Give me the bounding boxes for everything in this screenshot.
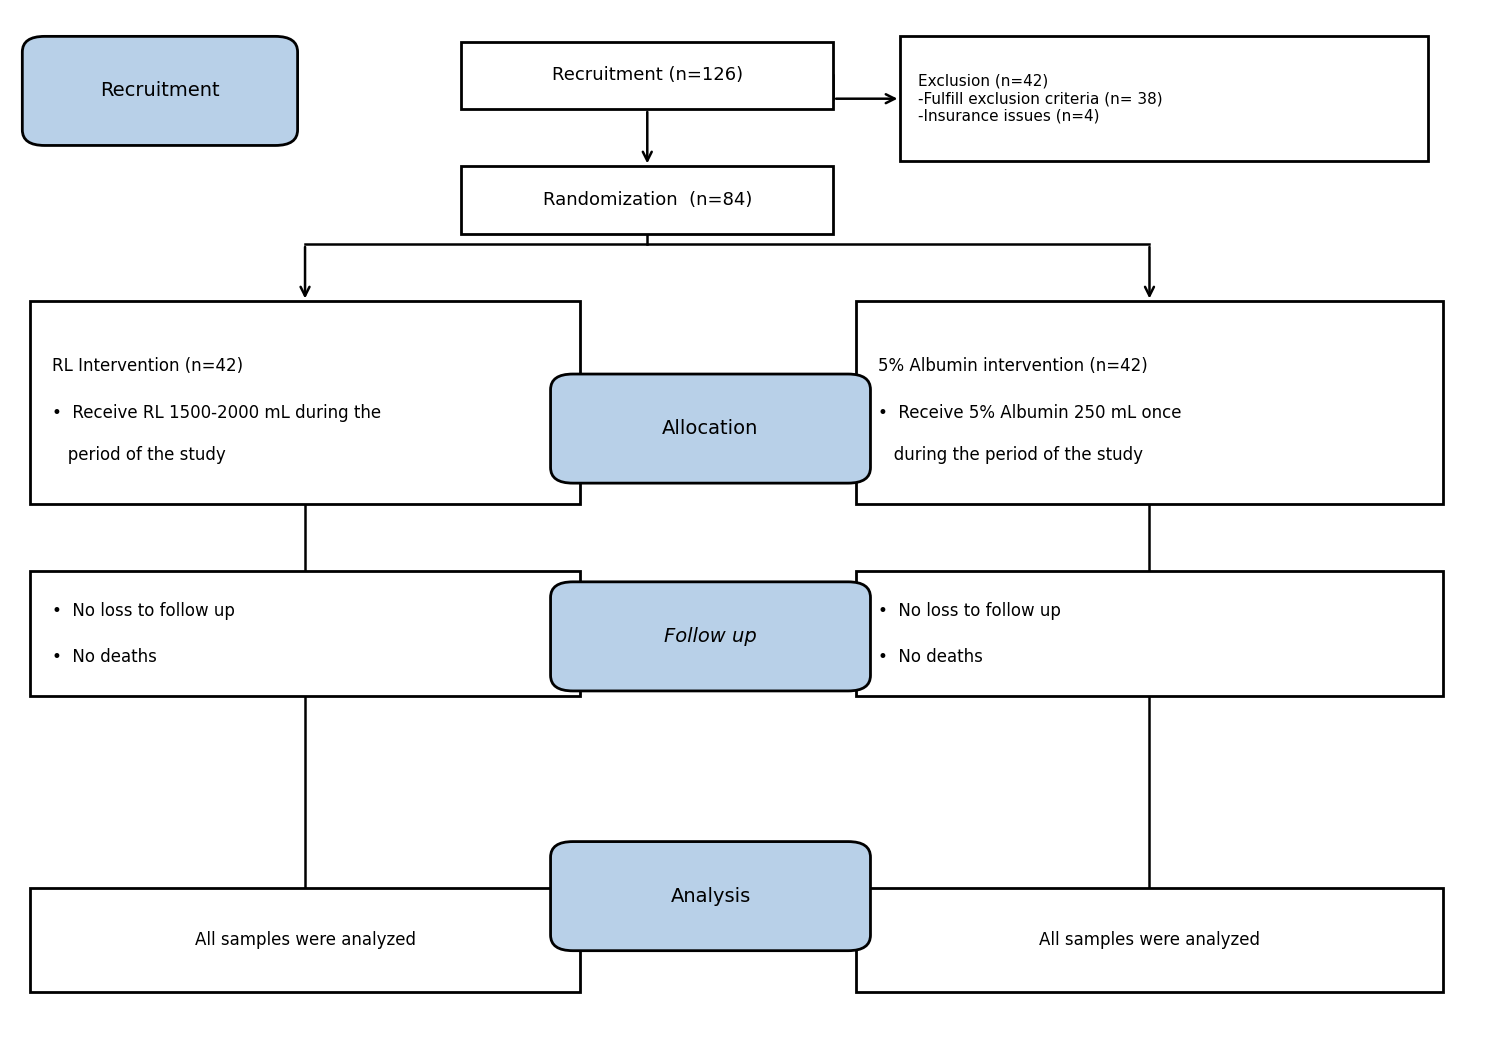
FancyBboxPatch shape xyxy=(551,842,870,951)
FancyBboxPatch shape xyxy=(551,374,870,483)
Text: •  Receive RL 1500-2000 mL during the: • Receive RL 1500-2000 mL during the xyxy=(52,404,381,422)
Text: Randomization  (n=84): Randomization (n=84) xyxy=(543,191,751,209)
Text: •  No deaths: • No deaths xyxy=(878,647,982,666)
FancyBboxPatch shape xyxy=(22,36,298,145)
FancyBboxPatch shape xyxy=(30,571,580,696)
Text: Recruitment: Recruitment xyxy=(100,81,220,101)
Text: All samples were analyzed: All samples were analyzed xyxy=(1039,931,1260,950)
Text: Recruitment (n=126): Recruitment (n=126) xyxy=(552,66,743,84)
Text: RL Intervention (n=42): RL Intervention (n=42) xyxy=(52,357,243,375)
FancyBboxPatch shape xyxy=(461,42,833,109)
Text: Analysis: Analysis xyxy=(671,886,750,906)
Text: during the period of the study: during the period of the study xyxy=(878,446,1143,463)
Text: •  No loss to follow up: • No loss to follow up xyxy=(878,602,1061,620)
Text: Allocation: Allocation xyxy=(662,419,759,438)
Text: period of the study: period of the study xyxy=(52,446,226,463)
FancyBboxPatch shape xyxy=(856,301,1443,504)
FancyBboxPatch shape xyxy=(856,888,1443,992)
FancyBboxPatch shape xyxy=(461,166,833,234)
FancyBboxPatch shape xyxy=(551,582,870,691)
Text: •  Receive 5% Albumin 250 mL once: • Receive 5% Albumin 250 mL once xyxy=(878,404,1181,422)
Text: •  No deaths: • No deaths xyxy=(52,647,156,666)
FancyBboxPatch shape xyxy=(30,301,580,504)
Text: 5% Albumin intervention (n=42): 5% Albumin intervention (n=42) xyxy=(878,357,1147,375)
Text: •  No loss to follow up: • No loss to follow up xyxy=(52,602,235,620)
FancyBboxPatch shape xyxy=(900,36,1428,161)
Text: All samples were analyzed: All samples were analyzed xyxy=(195,931,415,950)
Text: Follow up: Follow up xyxy=(664,627,757,646)
FancyBboxPatch shape xyxy=(856,571,1443,696)
FancyBboxPatch shape xyxy=(30,888,580,992)
Text: Exclusion (n=42)
-Fulfill exclusion criteria (n= 38)
-Insurance issues (n=4): Exclusion (n=42) -Fulfill exclusion crit… xyxy=(918,74,1162,124)
